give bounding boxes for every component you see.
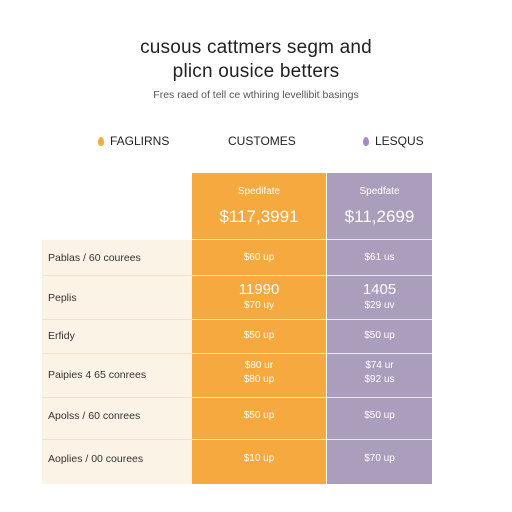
cell-value-1: $80 ur xyxy=(244,360,274,371)
plan-name-purple: Spedfate xyxy=(359,186,400,197)
table-cell-orange: $50 up xyxy=(243,410,275,421)
orange-dot-icon xyxy=(98,136,104,146)
page-subtitle: Fres raed of tell ce wthiring levellibit… xyxy=(153,89,359,101)
plan-name-orange: Spedifate xyxy=(237,186,281,197)
row-divider-left xyxy=(42,275,192,276)
row-divider xyxy=(42,239,432,240)
row-label: Apolss / 60 conrees xyxy=(48,410,141,422)
cell-main-value: 1405 xyxy=(362,281,397,298)
column-header-middle-label: CUSTOMES xyxy=(228,134,296,148)
cell-sub-value: $29 uv xyxy=(364,300,395,311)
row-divider-left xyxy=(42,319,192,320)
cell-value-2: $92 us xyxy=(364,374,395,385)
row-divider-left xyxy=(42,353,192,354)
column-header-left-label: FAGLIRNS xyxy=(110,134,170,148)
plan-column-orange xyxy=(192,173,326,484)
table-cell-orange: $50 up xyxy=(243,330,275,341)
row-label: Peplis xyxy=(48,292,77,304)
row-divider xyxy=(42,353,432,354)
row-divider xyxy=(42,319,432,320)
title-line-2: plicn ousice betters xyxy=(172,61,340,82)
row-label-band xyxy=(42,239,192,484)
column-header-right-label: LESQUS xyxy=(375,134,424,148)
row-divider xyxy=(42,439,432,440)
plan-column-purple xyxy=(327,173,432,484)
table-cell-orange: $80 ur $80 up xyxy=(192,359,326,387)
row-label: Aoplies / 00 courees xyxy=(48,453,144,465)
table-cell-purple: $70 up xyxy=(364,453,395,464)
column-header-left: FAGLIRNS xyxy=(98,134,169,148)
title-line-1: cusous cattmers segm and xyxy=(140,37,372,58)
table-cell-purple: $50 up xyxy=(364,410,395,421)
cell-sub-value: $70 uy xyxy=(243,300,275,311)
row-divider xyxy=(42,397,432,398)
table-cell-purple: $61 us xyxy=(364,252,395,263)
page-title: cusous cattmers segm and plicn ousice be… xyxy=(0,36,512,84)
column-header-right: LESQUS xyxy=(363,134,424,148)
row-divider xyxy=(42,275,432,276)
table-cell-orange: $10 up xyxy=(243,453,275,464)
cell-value-1: $74 ur xyxy=(365,360,394,371)
cell-main-value: 11990 xyxy=(238,281,280,298)
table-cell-purple: $50 up xyxy=(364,330,395,341)
row-label: Erfidy xyxy=(48,330,75,342)
table-cell-orange: $60 up xyxy=(243,252,275,263)
row-divider-left xyxy=(42,397,192,398)
row-label: Paipies 4 65 conrees xyxy=(48,369,147,381)
purple-dot-icon xyxy=(363,136,369,146)
plan-price-purple: $11,2699 xyxy=(344,207,415,226)
table-cell-purple: $74 ur $92 us xyxy=(327,359,432,387)
table-cell-purple: 1405 $29 uv xyxy=(327,281,432,313)
row-label: Pablas / 60 courees xyxy=(48,252,141,264)
table-cell-orange: 11990 $70 uy xyxy=(192,281,326,313)
row-divider-left xyxy=(42,439,192,440)
plan-price-orange: $117,3991 xyxy=(219,207,299,226)
column-header-middle: CUSTOMES xyxy=(228,134,296,148)
cell-value-2: $80 up xyxy=(243,374,275,385)
